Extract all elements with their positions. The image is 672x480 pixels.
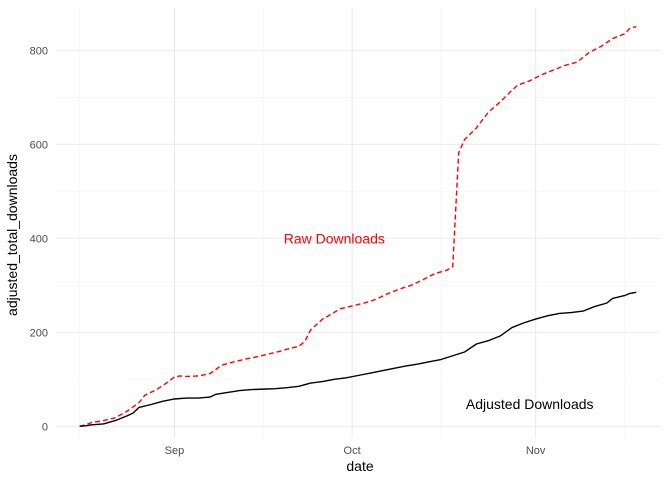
x-tick-label: Nov <box>526 445 546 457</box>
y-axis-tick-labels: 0 200 400 600 800 <box>30 45 48 433</box>
x-tick-label: Sep <box>165 445 185 457</box>
adjusted-downloads-label: Adjusted Downloads <box>466 396 594 412</box>
y-tick-label: 400 <box>30 233 48 245</box>
raw-downloads-label: Raw Downloads <box>284 230 385 246</box>
y-tick-label: 600 <box>30 139 48 151</box>
raw-downloads-line <box>79 26 637 427</box>
y-tick-label: 0 <box>42 421 48 433</box>
grid <box>56 8 660 438</box>
series-lines <box>79 26 637 427</box>
x-axis-title: date <box>346 458 373 474</box>
y-tick-label: 200 <box>30 327 48 339</box>
y-axis-title: adjusted_total_downloads <box>4 154 20 316</box>
annotations: Raw Downloads Adjusted Downloads <box>284 230 594 412</box>
y-tick-label: 800 <box>30 45 48 57</box>
x-tick-label: Oct <box>344 445 361 457</box>
adjusted-downloads-line <box>79 291 637 427</box>
x-axis-tick-labels: Sep Oct Nov <box>165 445 546 457</box>
